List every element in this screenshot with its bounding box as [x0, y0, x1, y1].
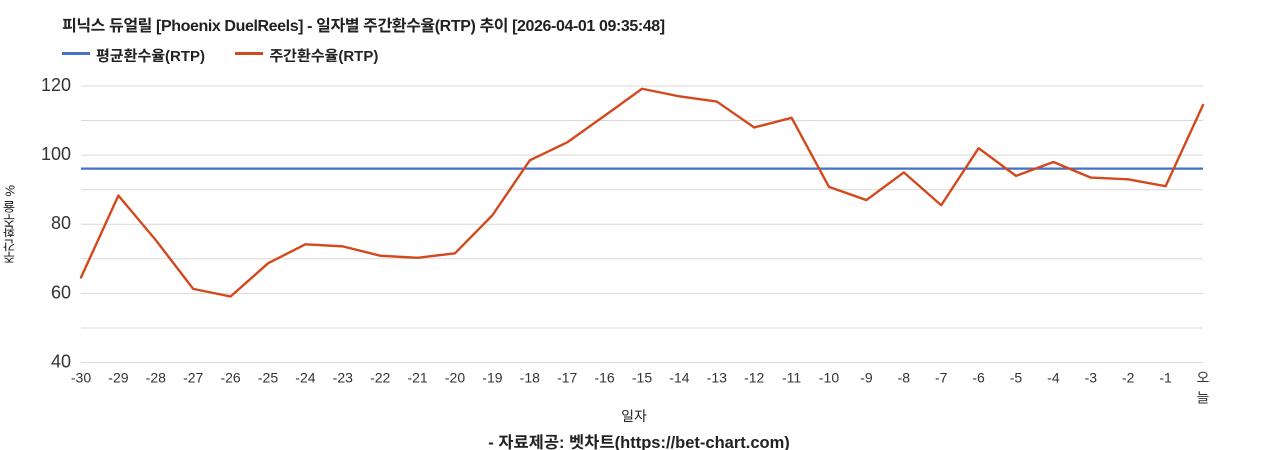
svg-text:-14: -14 — [669, 370, 689, 386]
svg-text:-8: -8 — [898, 370, 911, 386]
svg-text:-1: -1 — [1159, 370, 1172, 386]
svg-text:100: 100 — [41, 144, 71, 164]
svg-text:-20: -20 — [445, 370, 465, 386]
svg-text:-10: -10 — [819, 370, 839, 386]
svg-text:-26: -26 — [220, 370, 240, 386]
svg-text:-18: -18 — [520, 370, 540, 386]
svg-text:-7: -7 — [935, 370, 948, 386]
svg-text:-30: -30 — [71, 370, 91, 386]
svg-text:-22: -22 — [370, 370, 390, 386]
svg-text:-24: -24 — [295, 370, 315, 386]
svg-text:-12: -12 — [744, 370, 764, 386]
svg-text:-2: -2 — [1122, 370, 1135, 386]
svg-text:80: 80 — [51, 213, 71, 233]
svg-text:-19: -19 — [482, 370, 502, 386]
svg-text:60: 60 — [51, 282, 71, 302]
svg-text:-13: -13 — [707, 370, 727, 386]
svg-text:-21: -21 — [407, 370, 427, 386]
svg-text:-11: -11 — [782, 370, 801, 386]
svg-text:-17: -17 — [557, 370, 577, 386]
svg-text:-15: -15 — [632, 370, 652, 386]
svg-text:-9: -9 — [860, 370, 873, 386]
svg-text:-5: -5 — [1010, 370, 1023, 386]
svg-text:-28: -28 — [146, 370, 166, 386]
svg-text:40: 40 — [51, 352, 71, 372]
svg-text:-3: -3 — [1085, 370, 1098, 386]
svg-text:-29: -29 — [108, 370, 128, 386]
svg-text:-4: -4 — [1047, 370, 1060, 386]
svg-text:늘: 늘 — [1197, 390, 1210, 406]
svg-text:-16: -16 — [594, 370, 614, 386]
svg-text:-23: -23 — [333, 370, 353, 386]
svg-text:-6: -6 — [972, 370, 985, 386]
svg-text:오: 오 — [1197, 370, 1210, 386]
svg-text:-25: -25 — [258, 370, 278, 386]
svg-text:-27: -27 — [183, 370, 203, 386]
svg-text:120: 120 — [41, 75, 71, 95]
